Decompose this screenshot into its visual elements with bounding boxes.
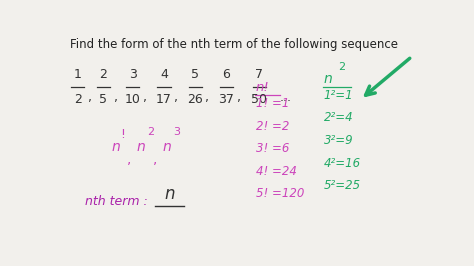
Text: 3: 3 xyxy=(129,68,137,81)
Text: 1: 1 xyxy=(73,68,82,81)
Text: 2: 2 xyxy=(337,62,345,72)
Text: 6: 6 xyxy=(222,68,230,81)
Text: 17: 17 xyxy=(156,93,172,106)
Text: ,: , xyxy=(205,91,210,104)
Text: 5! =120: 5! =120 xyxy=(256,187,304,200)
Text: ,: , xyxy=(153,152,157,166)
Text: 5: 5 xyxy=(191,68,199,81)
Text: 2! =2: 2! =2 xyxy=(256,120,289,133)
Text: 2: 2 xyxy=(100,68,107,81)
Text: 1! =1: 1! =1 xyxy=(256,97,289,110)
Text: 7: 7 xyxy=(255,68,264,81)
Text: 3²=9: 3²=9 xyxy=(324,134,353,147)
Text: n: n xyxy=(164,185,175,203)
Text: ,: , xyxy=(143,91,147,104)
Text: n: n xyxy=(137,140,146,154)
Text: ,: , xyxy=(114,91,118,104)
Text: 5: 5 xyxy=(100,93,107,106)
Text: 37: 37 xyxy=(219,93,234,106)
Text: 10: 10 xyxy=(125,93,141,106)
Text: Find the form of the nth term of the following sequence: Find the form of the nth term of the fol… xyxy=(70,38,398,51)
Text: ,: , xyxy=(174,91,178,104)
Text: 2²=4: 2²=4 xyxy=(324,111,353,124)
Text: n: n xyxy=(163,140,171,154)
Text: ,: , xyxy=(127,152,132,166)
Text: 4! =24: 4! =24 xyxy=(256,165,297,178)
Text: 2: 2 xyxy=(147,127,155,137)
Text: n: n xyxy=(324,72,332,86)
Text: 5²=25: 5²=25 xyxy=(324,179,361,192)
Text: nth term :: nth term : xyxy=(85,196,148,209)
Text: ,: , xyxy=(237,91,241,104)
Text: 4²=16: 4²=16 xyxy=(324,156,361,169)
Text: ...: ... xyxy=(280,91,292,104)
Text: n: n xyxy=(111,140,120,154)
Text: 3! =6: 3! =6 xyxy=(256,142,289,155)
Text: 1²=1: 1²=1 xyxy=(324,89,353,102)
Text: 4: 4 xyxy=(160,68,168,81)
Text: 2: 2 xyxy=(73,93,82,106)
Text: ,: , xyxy=(88,91,92,104)
Text: !: ! xyxy=(120,128,125,141)
Text: 26: 26 xyxy=(187,93,203,106)
Text: 50: 50 xyxy=(251,93,267,106)
Text: 3: 3 xyxy=(173,127,180,137)
Text: n!: n! xyxy=(256,81,270,94)
